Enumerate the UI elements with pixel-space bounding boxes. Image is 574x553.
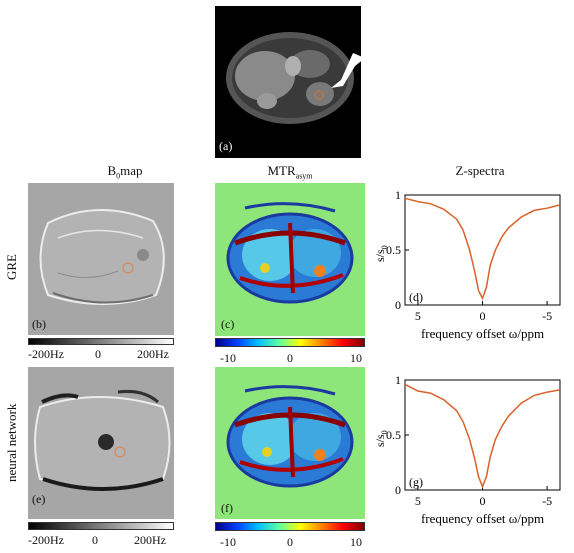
x-axis-label: frequency offset ω/ppm — [421, 511, 544, 526]
y-axis-label: s/s0 — [373, 430, 389, 447]
mtr-colorbar-gre-mid: 0 — [287, 351, 293, 365]
plot-frame — [404, 194, 561, 306]
arrow-icon — [331, 53, 365, 88]
panel-b-letter: (b) — [32, 317, 46, 331]
b0-colorbar-gre — [28, 338, 174, 345]
mtr-colorbar-gre — [215, 338, 365, 347]
y-tick-label: 0.5 — [386, 428, 401, 442]
x-tick-label: -5 — [542, 494, 552, 508]
y-tick-label: 1 — [395, 188, 401, 202]
panel-a-letter: (a) — [219, 139, 233, 153]
panel-f-mtrasym: (f) — [215, 367, 365, 519]
mtrasym-gre-image — [226, 202, 354, 304]
mtr-colorbar-nn-mid: 0 — [287, 535, 293, 549]
b0-colorbar-nn-min: -200Hz — [28, 533, 64, 547]
mtrasym-nn-image — [226, 385, 354, 488]
abdominal-mri-slice — [226, 32, 365, 124]
b0-colorbar-gre-mid: 0 — [95, 347, 101, 361]
y-tick-label: 0.5 — [386, 243, 401, 257]
x-axis-label: frequency offset ω/ppm — [421, 326, 544, 341]
b0-colorbar-gre-max: 200Hz — [137, 347, 169, 361]
panel-b-b0map: (b) — [28, 183, 174, 335]
row-label-neural-network: neural network — [4, 403, 19, 482]
column-title-zspectra: Z-spectra — [455, 163, 505, 178]
panel-c-letter: (c) — [221, 317, 235, 331]
b0-map-nn-image — [34, 390, 171, 491]
b0-map-gre-image — [39, 209, 165, 305]
column-title-b0map: B0map — [107, 163, 143, 181]
mtr-colorbar-gre-min: -10 — [220, 351, 236, 365]
mtr-colorbar-nn-min: -10 — [220, 535, 236, 549]
panel-g-letter: (g) — [409, 475, 423, 489]
x-tick-label: 0 — [480, 309, 486, 323]
plot-frame — [404, 379, 561, 491]
b0-colorbar-nn-max: 200Hz — [134, 533, 166, 547]
x-tick-label: 0 — [480, 494, 486, 508]
mtr-colorbar-gre-max: 10 — [350, 351, 362, 365]
b0-colorbar-nn — [28, 522, 174, 530]
x-tick-label: 5 — [415, 309, 421, 323]
panel-f-letter: (f) — [221, 501, 233, 515]
b0-colorbar-gre-min: -200Hz — [28, 347, 64, 361]
panel-d-letter: (d) — [409, 290, 423, 304]
x-tick-label: 5 — [415, 494, 421, 508]
y-tick-label: 0 — [395, 298, 401, 312]
panel-e-b0map: (e) — [28, 367, 174, 519]
panel-e-letter: (e) — [32, 492, 46, 506]
y-tick-label: 0 — [395, 483, 401, 497]
z-spectrum-line — [404, 197, 561, 301]
mtr-colorbar-nn — [215, 522, 365, 531]
column-title-mtrasym: MTRasym — [267, 163, 313, 181]
mtr-colorbar-nn-max: 10 — [350, 535, 362, 549]
y-axis-label: s/s0 — [373, 245, 389, 262]
z-spectrum-line — [404, 383, 561, 489]
b0-colorbar-nn-mid: 0 — [92, 533, 98, 547]
panel-a-image: (a) — [215, 6, 365, 158]
row-label-gre: GRE — [4, 254, 19, 280]
y-tick-label: 1 — [395, 373, 401, 387]
x-tick-label: -5 — [542, 309, 552, 323]
panel-c-mtrasym: (c) — [215, 183, 365, 336]
